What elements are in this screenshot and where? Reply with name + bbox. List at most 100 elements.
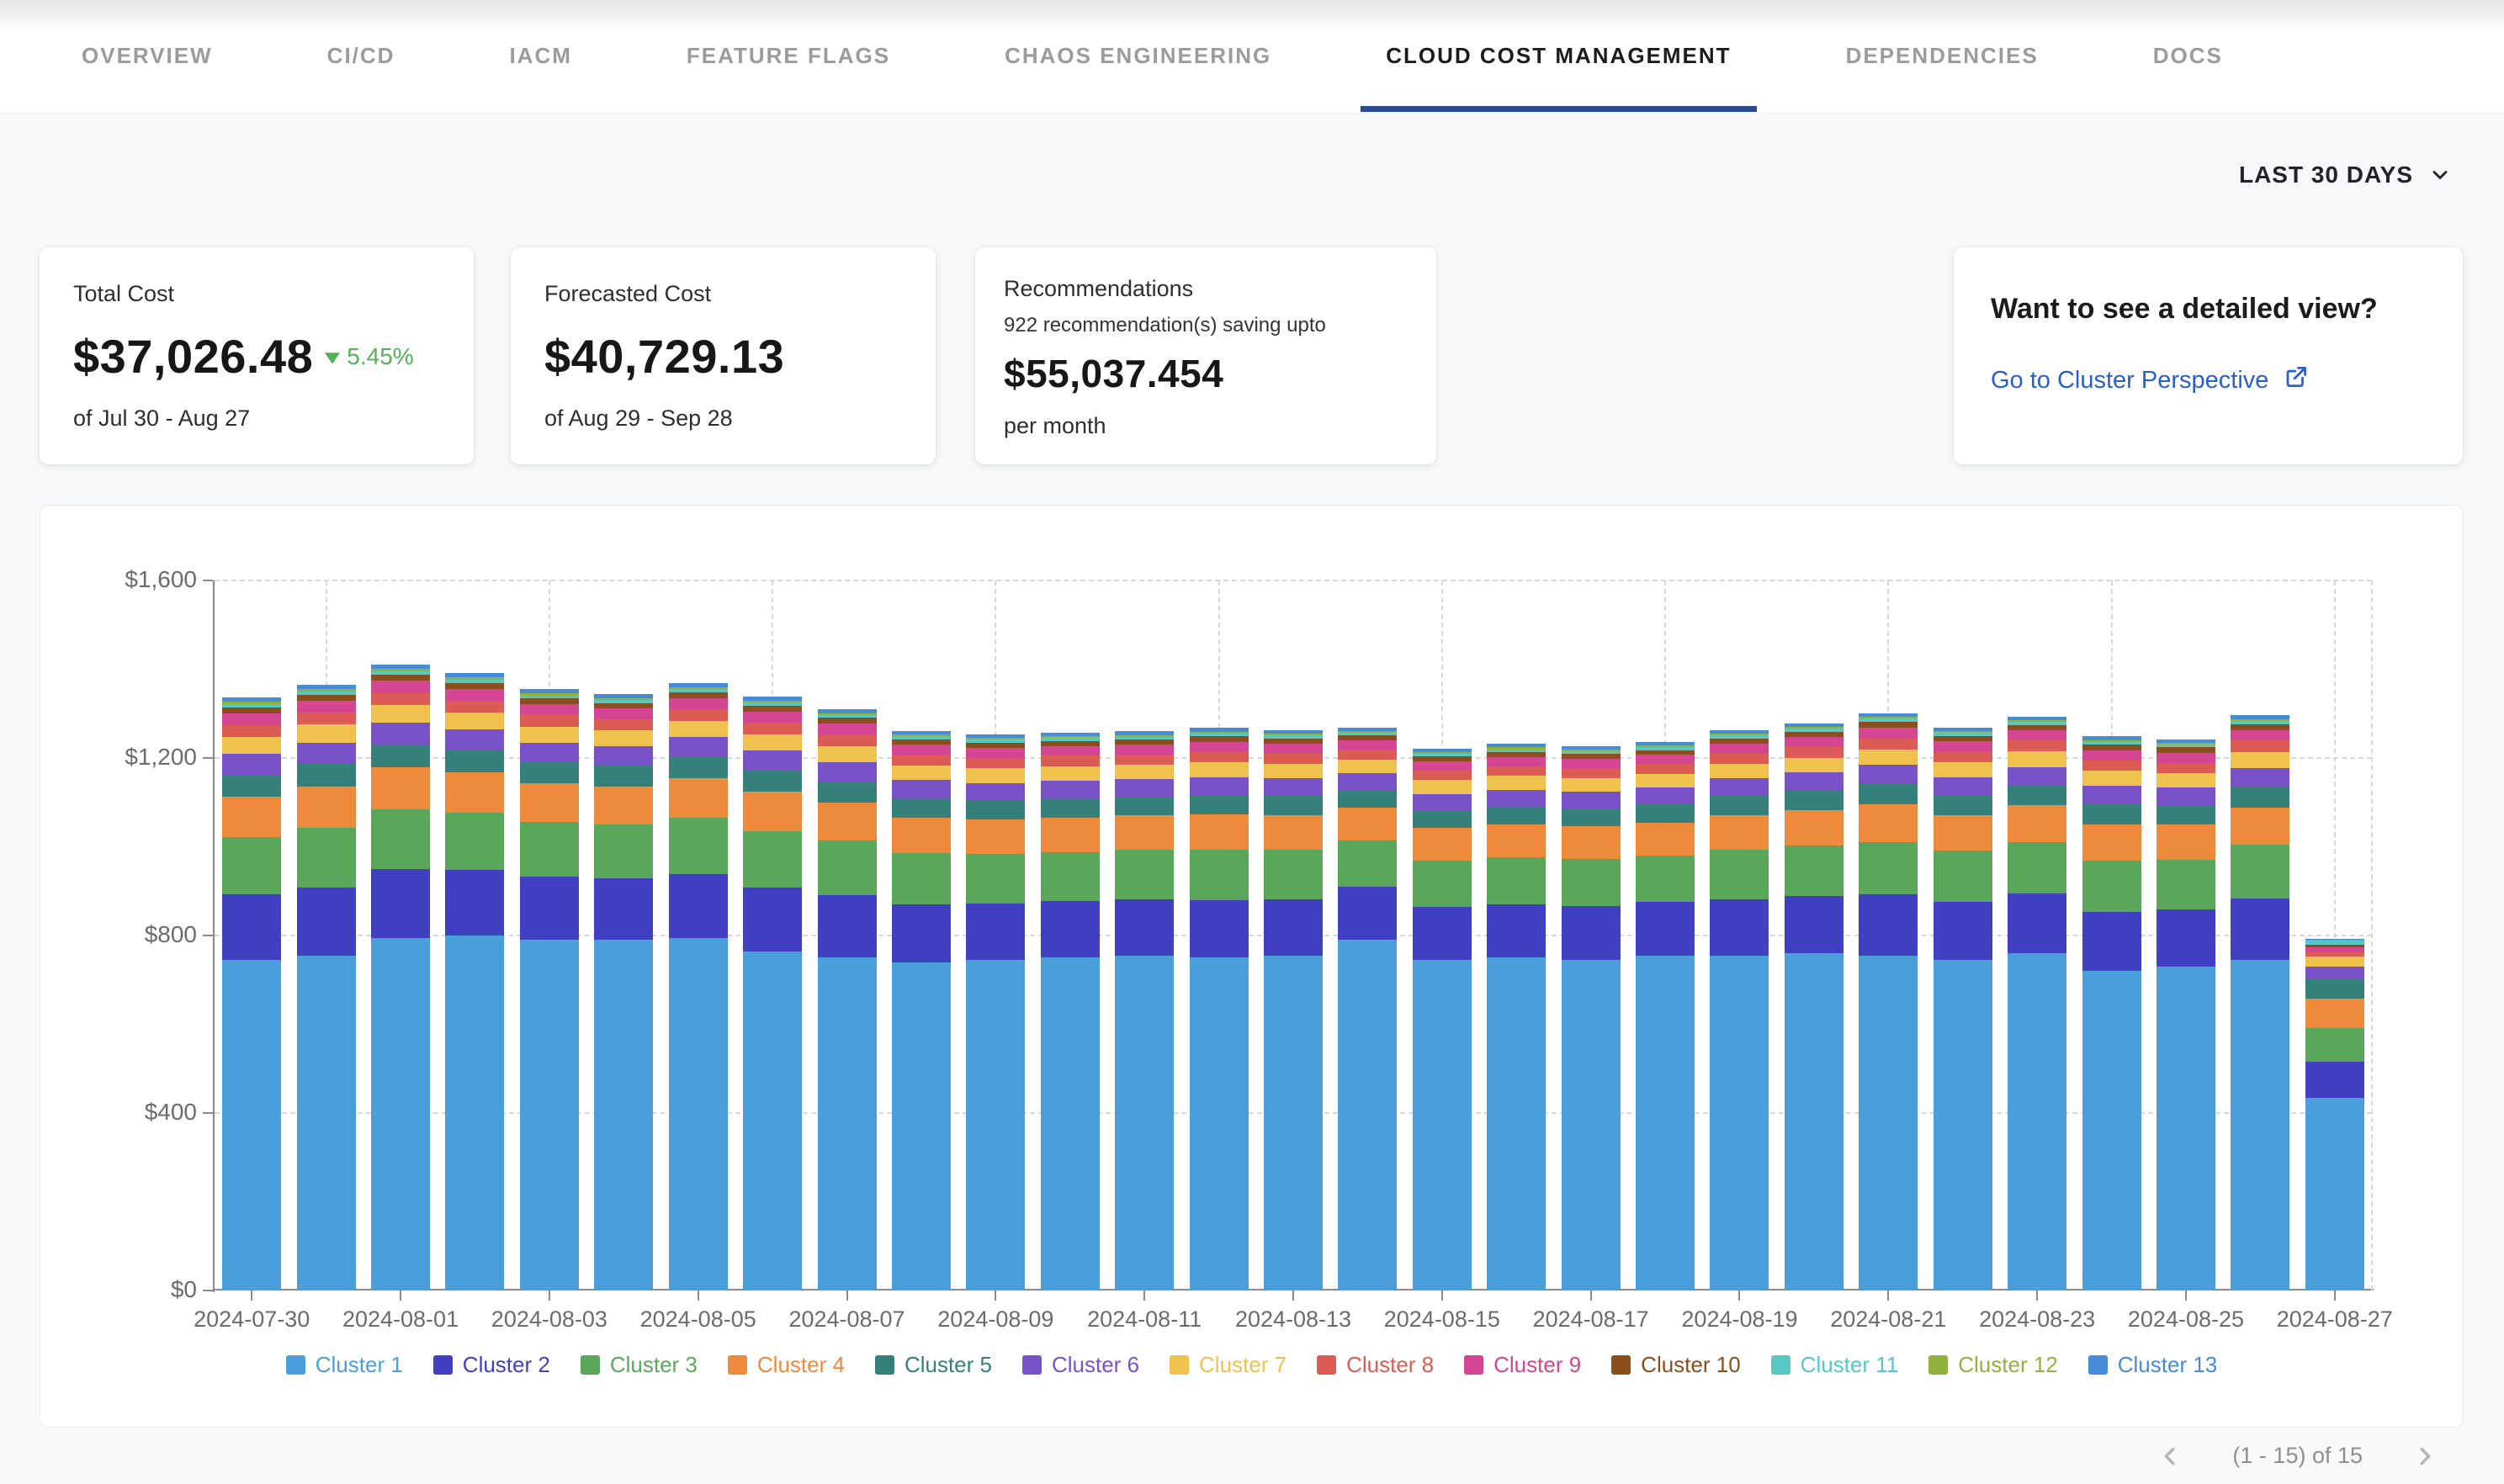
bar-2024-08-18[interactable]: [1636, 742, 1695, 1291]
bar-segment-cluster-6: [1487, 790, 1546, 807]
tab-docs[interactable]: DOCS: [2153, 0, 2223, 112]
cluster-perspective-link-label: Go to Cluster Perspective: [1991, 367, 2268, 395]
bar-2024-08-01[interactable]: [371, 665, 430, 1291]
legend-item-cluster-12[interactable]: Cluster 12: [1928, 1352, 2058, 1378]
period-selector[interactable]: LAST 30 DAYS: [2239, 162, 2452, 188]
bar-2024-08-17[interactable]: [1562, 746, 1621, 1291]
legend-item-cluster-1[interactable]: Cluster 1: [286, 1352, 403, 1378]
bar-segment-cluster-9: [1562, 759, 1621, 768]
bar-2024-08-08[interactable]: [892, 731, 951, 1291]
bar-2024-08-04[interactable]: [594, 694, 653, 1291]
bar-segment-cluster-8: [2157, 763, 2215, 773]
bar-2024-08-03[interactable]: [520, 689, 579, 1291]
legend-item-cluster-7[interactable]: Cluster 7: [1170, 1352, 1286, 1378]
bar-2024-08-13[interactable]: [1264, 730, 1323, 1291]
bar-segment-cluster-3: [520, 822, 579, 877]
tab-overview[interactable]: OVERVIEW: [82, 0, 213, 112]
bar-segment-cluster-7: [1934, 762, 1992, 777]
legend-item-cluster-3[interactable]: Cluster 3: [581, 1352, 698, 1378]
legend-item-cluster-8[interactable]: Cluster 8: [1317, 1352, 1434, 1378]
legend-item-cluster-11[interactable]: Cluster 11: [1771, 1352, 1899, 1378]
forecasted-cost-card: Forecasted Cost $40,729.13 of Aug 29 - S…: [511, 247, 936, 464]
bar-2024-08-15[interactable]: [1413, 749, 1472, 1291]
y-axis-tick-label: $0: [40, 1276, 197, 1303]
bar-segment-cluster-10: [818, 718, 877, 723]
tab-feature-flags[interactable]: FEATURE FLAGS: [687, 0, 890, 112]
tab-dependencies[interactable]: DEPENDENCIES: [1846, 0, 2039, 112]
recommendations-value: $55,037.454: [1004, 351, 1408, 396]
bar-segment-cluster-9: [1710, 744, 1769, 754]
legend-item-cluster-10[interactable]: Cluster 10: [1611, 1352, 1741, 1378]
bar-segment-cluster-8: [1710, 754, 1769, 764]
bar-segment-cluster-3: [222, 837, 281, 894]
bar-segment-cluster-1: [1338, 940, 1397, 1291]
bar-segment-cluster-5: [297, 764, 356, 787]
bar-2024-08-14[interactable]: [1338, 728, 1397, 1291]
bar-2024-08-05[interactable]: [669, 683, 728, 1291]
bar-segment-cluster-7: [1190, 762, 1249, 777]
bar-segment-cluster-8: [1934, 751, 1992, 762]
bar-segment-cluster-5: [1710, 796, 1769, 815]
bar-segment-cluster-5: [892, 798, 951, 818]
legend-item-cluster-9[interactable]: Cluster 9: [1464, 1352, 1581, 1378]
bar-segment-cluster-4: [222, 797, 281, 837]
bar-2024-08-02[interactable]: [445, 673, 504, 1291]
bar-2024-08-25[interactable]: [2157, 739, 2215, 1291]
bar-segment-cluster-3: [1264, 850, 1323, 899]
bar-2024-08-10[interactable]: [1041, 733, 1100, 1291]
legend-item-cluster-5[interactable]: Cluster 5: [875, 1352, 992, 1378]
bar-segment-cluster-7: [892, 766, 951, 781]
legend-item-cluster-4[interactable]: Cluster 4: [728, 1352, 845, 1378]
legend-swatch: [2088, 1355, 2108, 1375]
bar-2024-08-23[interactable]: [2008, 717, 2066, 1291]
pagination-prev-button[interactable]: [2157, 1442, 2185, 1471]
bar-2024-08-20[interactable]: [1785, 723, 1844, 1291]
bar-segment-cluster-9: [1636, 755, 1695, 764]
bar-segment-cluster-1: [1413, 960, 1472, 1291]
legend-item-cluster-6[interactable]: Cluster 6: [1022, 1352, 1139, 1378]
bar-segment-cluster-2: [1487, 904, 1546, 958]
bar-segment-cluster-2: [520, 877, 579, 940]
bar-segment-cluster-5: [743, 771, 802, 792]
bar-2024-08-24[interactable]: [2082, 736, 2141, 1291]
bar-segment-cluster-1: [1636, 956, 1695, 1291]
bar-2024-08-21[interactable]: [1859, 713, 1918, 1291]
bar-2024-07-30[interactable]: [222, 697, 281, 1291]
cluster-perspective-link[interactable]: Go to Cluster Perspective: [1991, 364, 2426, 396]
bar-2024-07-31[interactable]: [297, 685, 356, 1291]
bar-2024-08-07[interactable]: [818, 709, 877, 1291]
tab-ci-cd[interactable]: CI/CD: [327, 0, 395, 112]
tab-cloud-cost-management[interactable]: CLOUD COST MANAGEMENT: [1386, 0, 1731, 112]
bar-segment-cluster-7: [371, 705, 430, 723]
total-cost-period: of Jul 30 - Aug 27: [73, 405, 440, 432]
tab-iacm[interactable]: IACM: [509, 0, 571, 112]
bar-segment-cluster-1: [520, 940, 579, 1291]
bar-segment-cluster-3: [1785, 845, 1844, 896]
bar-segment-cluster-1: [892, 962, 951, 1291]
bar-segment-cluster-6: [2231, 768, 2289, 787]
bar-segment-cluster-8: [1785, 747, 1844, 757]
bar-segment-cluster-5: [222, 775, 281, 797]
bar-segment-cluster-1: [1710, 956, 1769, 1291]
bar-2024-08-19[interactable]: [1710, 730, 1769, 1291]
y-axis-tick-label: $400: [40, 1099, 197, 1126]
tab-chaos-engineering[interactable]: CHAOS ENGINEERING: [1005, 0, 1271, 112]
cloud-cost-dashboard: OVERVIEW CI/CD IACM FEATURE FLAGS CHAOS ENGI…: [0, 0, 2504, 1484]
pagination-next-button[interactable]: [2410, 1442, 2438, 1471]
bar-segment-cluster-5: [1636, 804, 1695, 822]
legend-item-cluster-2[interactable]: Cluster 2: [433, 1352, 550, 1378]
bar-2024-08-16[interactable]: [1487, 744, 1546, 1291]
bar-segment-cluster-9: [1487, 757, 1546, 766]
bar-2024-08-11[interactable]: [1115, 731, 1174, 1291]
bar-2024-08-26[interactable]: [2231, 715, 2289, 1291]
bar-segment-cluster-7: [966, 768, 1025, 782]
bar-2024-08-06[interactable]: [743, 697, 802, 1291]
stacked-bar-plot: [215, 580, 2372, 1291]
bar-segment-cluster-3: [2157, 860, 2215, 909]
bar-2024-08-22[interactable]: [1934, 728, 1992, 1291]
bar-2024-08-12[interactable]: [1190, 728, 1249, 1291]
bar-2024-08-27[interactable]: [2305, 939, 2364, 1291]
legend-item-cluster-13[interactable]: Cluster 13: [2088, 1352, 2218, 1378]
bar-2024-08-09[interactable]: [966, 734, 1025, 1291]
legend-swatch: [1317, 1355, 1336, 1375]
